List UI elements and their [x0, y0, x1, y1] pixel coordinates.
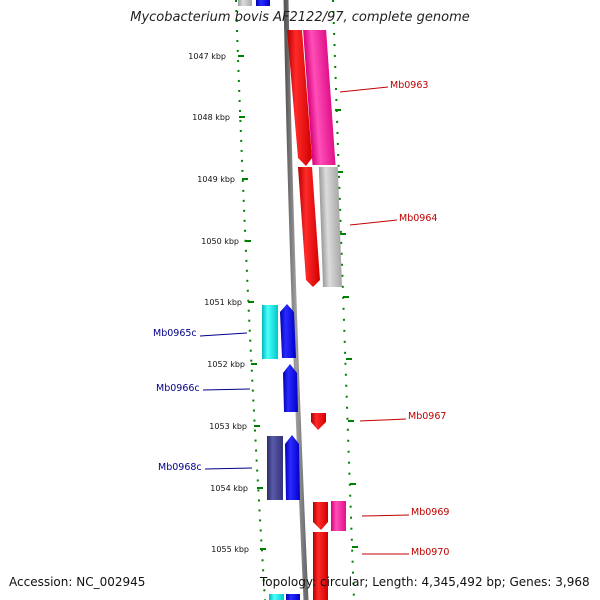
tick-label: 1048 kbp: [192, 113, 230, 122]
gene-Mb0964-feature: [318, 167, 343, 287]
partial-feature-blue: [256, 0, 270, 6]
label-leader-lines: [199, 86, 410, 555]
tick-ring-inner: [235, 0, 266, 600]
label-leader-line: [339, 86, 389, 93]
gene-label-Mb0965c: Mb0965c: [153, 328, 197, 339]
cds-feature: [313, 532, 328, 600]
cds-feature: [287, 30, 312, 166]
cds-feature: [313, 502, 328, 530]
partial-feature-blue: [286, 594, 300, 600]
gene-label-Mb0967: Mb0967: [408, 411, 447, 422]
tick-label: 1047 kbp: [188, 52, 226, 61]
partial-feature-gray: [238, 0, 252, 6]
gene-label-Mb0970: Mb0970: [411, 547, 450, 558]
label-leader-line: [349, 219, 398, 226]
tick-label: 1055 kbp: [211, 545, 249, 554]
partial-feature-cyan: [269, 594, 284, 600]
label-leader-line: [202, 388, 251, 391]
tick-label: 1054 kbp: [210, 484, 248, 493]
tick-label: 1049 kbp: [197, 175, 235, 184]
gene-label-Mb0964: Mb0964: [399, 213, 438, 224]
map-title: Mycobacterium bovis AF2122/97, complete …: [130, 10, 470, 25]
tick-label: 1050 kbp: [201, 237, 239, 246]
gene-label-Mb0966c: Mb0966c: [156, 383, 200, 394]
tick-label: 1052 kbp: [207, 360, 245, 369]
cds-feature: [298, 167, 320, 287]
accession-text: Accession: NC_002945: [9, 575, 146, 589]
cds-feature: [311, 413, 326, 430]
gene-label-Mb0968c: Mb0968c: [158, 462, 202, 473]
tick-label: 1053 kbp: [209, 422, 247, 431]
gene-Mb0968c-feature: [267, 436, 283, 500]
gene-Mb0969-feature: [331, 501, 346, 531]
gene-Mb0963-feature: [303, 30, 336, 165]
tick-label: 1051 kbp: [204, 298, 242, 307]
gene-label-Mb0969: Mb0969: [411, 507, 450, 518]
label-leader-line: [199, 332, 248, 337]
genome-summary-text: Topology: circular; Length: 4,345,492 bp…: [260, 575, 590, 589]
cds-feature: [280, 304, 296, 358]
genome-backbone: [283, 0, 309, 600]
gene-label-Mb0963: Mb0963: [390, 80, 429, 91]
label-leader-line: [359, 418, 407, 422]
cds-feature: [285, 435, 300, 500]
gene-Mb0965c-feature: [262, 305, 278, 359]
label-leader-line: [204, 467, 253, 470]
major-ticks: [238, 55, 358, 550]
label-leader-line: [361, 514, 410, 517]
gene-Mb0966c-feature: [283, 364, 298, 412]
